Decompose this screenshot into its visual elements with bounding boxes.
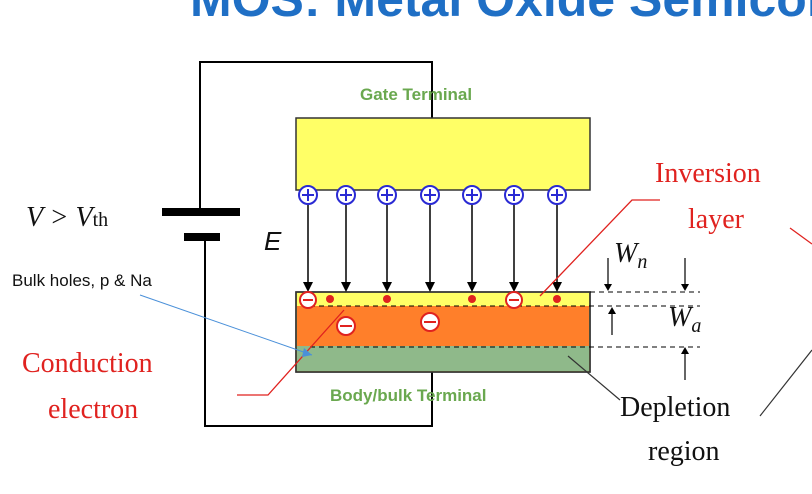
battery-short-plate	[184, 233, 220, 241]
electrons	[326, 295, 561, 303]
bulk-region	[297, 346, 589, 371]
depletion-label-line1: Depletion	[620, 392, 731, 423]
depletion-callout-line	[567, 355, 621, 401]
positive-charge-icon	[336, 185, 356, 205]
field-lines	[307, 203, 558, 284]
slide-title: MOS: Metal Oxide Semiconductor	[190, 0, 812, 28]
inversion-label-line2: layer	[688, 204, 744, 235]
wn-main: W	[614, 238, 638, 269]
dimension-markers	[607, 258, 686, 380]
positive-charges	[298, 185, 567, 205]
negative-charge-icon	[420, 312, 440, 332]
gate-metal	[295, 117, 591, 191]
wire-to-gate	[199, 61, 433, 212]
negative-charge-icon	[336, 316, 356, 336]
arrowhead	[608, 307, 616, 314]
arrowhead	[552, 282, 562, 292]
voltage-subscript: th	[92, 209, 109, 231]
battery-long-plate	[162, 208, 240, 216]
body-outline	[295, 291, 591, 373]
wn-label: Wn	[614, 238, 647, 274]
conduction-label-line2: electron	[48, 394, 139, 425]
positive-charge-icon	[462, 185, 482, 205]
bulk-holes-pointer	[139, 294, 313, 356]
electron-dot	[326, 295, 334, 303]
positive-charge-icon	[420, 185, 440, 205]
positive-charge-icon	[298, 185, 318, 205]
positive-charge-icon	[504, 185, 524, 205]
negative-charge-icon	[299, 291, 317, 309]
field-label: E	[264, 226, 282, 256]
boundary-dashes	[310, 291, 700, 348]
negative-charge-icon	[505, 291, 523, 309]
wire-to-body	[204, 238, 433, 427]
depletion-callout-line-right	[759, 349, 812, 417]
circuit-wires	[199, 61, 433, 427]
arrowhead	[341, 282, 351, 292]
inversion-callout-line	[539, 199, 660, 297]
body-terminal-label: Body/bulk Terminal	[330, 386, 487, 405]
wa-subscript: a	[691, 315, 702, 337]
wn-subscript: n	[637, 251, 648, 273]
depletion-label-line2: region	[648, 436, 720, 467]
gate-terminal-label: Gate Terminal	[360, 85, 473, 104]
electron-dot	[383, 295, 391, 303]
conduction-callout-line	[237, 309, 345, 396]
field-arrowheads	[303, 282, 562, 292]
arrowhead	[681, 347, 689, 354]
wa-label: Wa	[668, 302, 701, 338]
arrowhead	[382, 282, 392, 292]
dimension-arrowheads	[604, 284, 689, 354]
bulk-holes-label: Bulk holes, p & Na	[12, 271, 152, 290]
positive-charge-icon	[377, 185, 397, 205]
electron-dot	[468, 295, 476, 303]
electron-dot	[553, 295, 561, 303]
arrowhead	[467, 282, 477, 292]
voltage-label: V > Vth	[26, 202, 108, 234]
arrowhead	[303, 282, 313, 292]
arrowhead	[509, 282, 519, 292]
arrowhead	[425, 282, 435, 292]
bulk-holes-arrowhead	[302, 348, 312, 357]
negative-charges	[299, 291, 523, 336]
inversion-label-line1: Inversion	[655, 158, 761, 189]
voltage-main: V > V	[26, 202, 93, 233]
positive-charge-icon	[547, 185, 567, 205]
arrowhead	[681, 284, 689, 291]
conduction-label-line1: Conduction	[22, 348, 153, 379]
wa-main: W	[668, 302, 692, 333]
arrowhead	[604, 284, 612, 291]
inversion-callout-line-right	[789, 227, 812, 245]
